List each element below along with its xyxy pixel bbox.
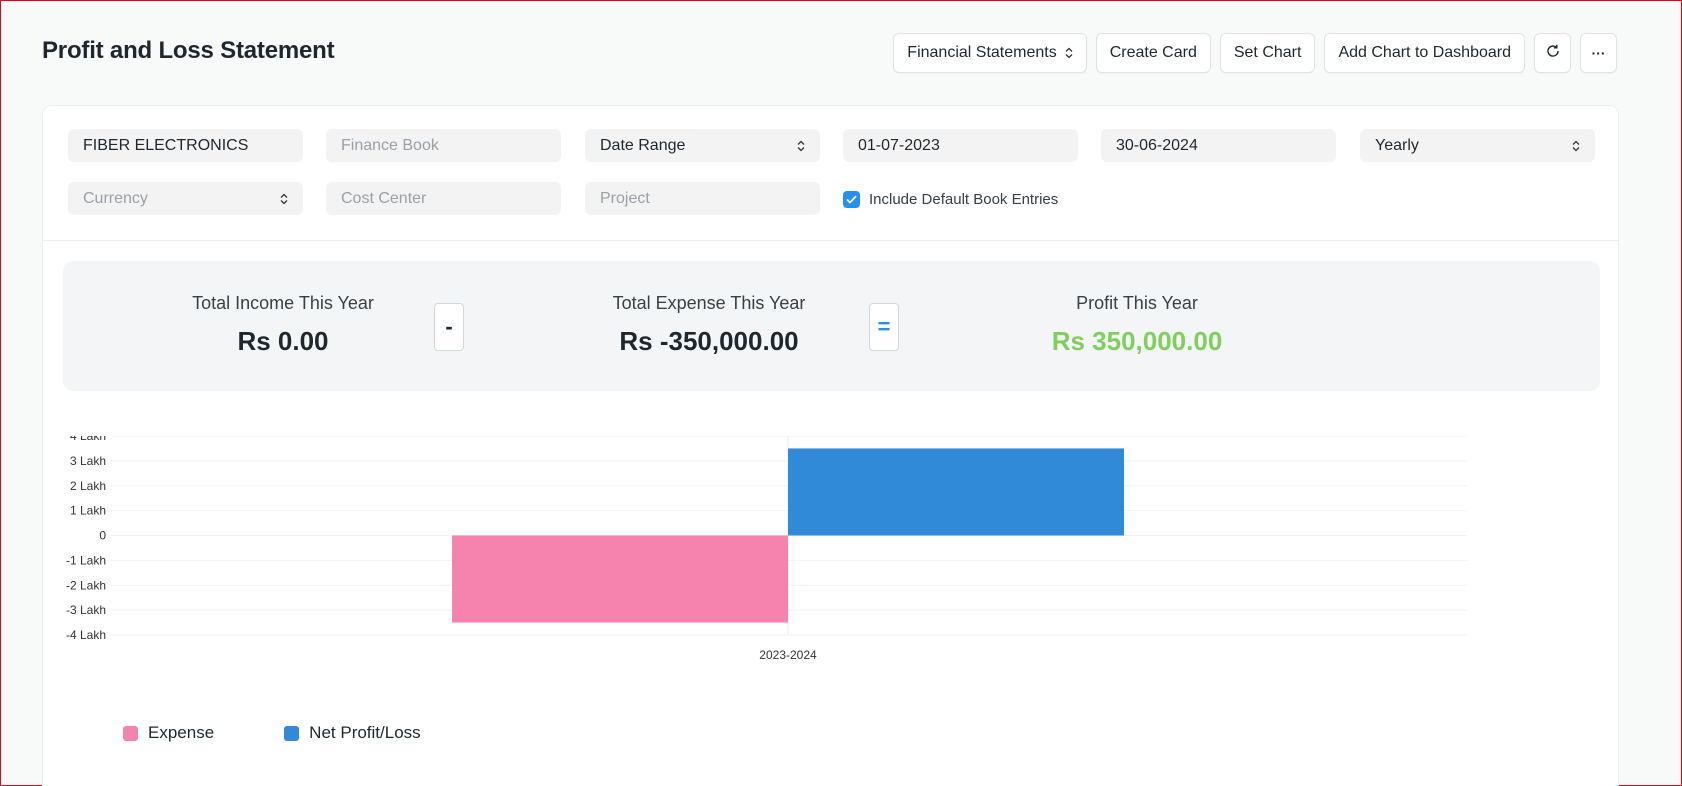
finance-book-placeholder: Finance Book [341,136,439,154]
to-date-field[interactable]: 30-06-2024 [1101,129,1336,162]
legend-item-expense: Expense [123,723,214,743]
y-tick-label: -3 Lakh [66,603,106,617]
income-value: Rs 0.00 [237,326,329,356]
include-default-book-entries: Include Default Book Entries [843,191,1058,208]
periodicity-value: Yearly [1375,136,1419,154]
minus-operator: - [434,303,464,351]
profit-value: Rs 350,000.00 [1051,326,1223,356]
currency-placeholder: Currency [83,189,148,207]
checkmark-icon [846,195,857,204]
chevron-updown-icon [1572,140,1580,152]
legend-swatch-expense [123,725,138,741]
x-tick-label: 2023-2024 [759,648,817,662]
include-default-book-entries-checkbox[interactable] [843,191,860,208]
bar-expense [452,535,788,623]
refresh-button[interactable] [1534,33,1571,73]
legend-label-expense: Expense [148,723,215,742]
income-label: Total Income This Year [192,293,374,313]
y-tick-label: -2 Lakh [66,578,106,592]
company-field[interactable]: FIBER ELECTRONICS [68,129,303,162]
chart-legend: Expense Net Profit/Loss [123,723,421,743]
chevron-updown-icon [1065,47,1073,59]
to-date-value: 30-06-2024 [1116,136,1198,154]
y-tick-label: 2 Lakh [70,479,106,493]
chevron-updown-icon [797,140,805,152]
equals-operator: = [869,303,899,351]
profit-loss-chart: 4 Lakh 3 Lakh 2 Lakh 1 Lakh 0 -1 Lakh -2 Lakh -… [66,436,1467,662]
y-tick-label: -4 Lakh [66,628,106,642]
cost-center-placeholder: Cost Center [341,189,427,207]
profit-label: Profit This Year [1076,293,1198,313]
more-actions-button[interactable]: ··· [1580,33,1617,73]
filter-based-on-select[interactable]: Date Range [585,129,820,162]
periodicity-select[interactable]: Yearly [1360,129,1595,162]
y-tick-label: 3 Lakh [70,454,106,468]
filter-area: FIBER ELECTRONICS Finance Book Date Rang… [43,106,1618,241]
expense-summary: Total Expense This Year Rs -350,000.00 [579,293,839,357]
set-chart-button[interactable]: Set Chart [1219,33,1316,73]
report-card: FIBER ELECTRONICS Finance Book Date Rang… [42,105,1619,786]
more-icon: ··· [1591,45,1606,61]
report-summary: Total Income This Year Rs 0.00 - Total E… [63,261,1600,391]
y-tick-label: 1 Lakh [70,504,106,518]
legend-label-net-profit-loss: Net Profit/Loss [309,723,421,742]
y-tick-label: 4 Lakh [70,436,106,443]
currency-select[interactable]: Currency [68,182,303,215]
expense-value: Rs -350,000.00 [619,326,799,356]
bar-net-profit-loss [788,448,1124,536]
y-tick-label: 0 [99,529,106,543]
legend-item-net-profit-loss: Net Profit/Loss [284,723,421,743]
add-chart-to-dashboard-button[interactable]: Add Chart to Dashboard [1324,33,1525,73]
income-summary: Total Income This Year Rs 0.00 [153,293,413,357]
expense-label: Total Expense This Year [612,293,806,313]
report-selector-label: Financial Statements [907,44,1057,61]
profit-summary: Profit This Year Rs 350,000.00 [1007,293,1267,357]
refresh-icon [1545,43,1561,64]
cost-center-field[interactable]: Cost Center [326,182,561,215]
page-toolbar: Financial Statements Create Card Set Cha… [893,33,1617,73]
project-placeholder: Project [600,189,650,207]
include-default-book-entries-label: Include Default Book Entries [869,191,1059,208]
from-date-value: 01-07-2023 [858,136,940,154]
create-card-button[interactable]: Create Card [1095,33,1211,73]
filter-based-on-value: Date Range [600,136,686,154]
company-value: FIBER ELECTRONICS [83,136,249,154]
chevron-updown-icon [280,193,288,205]
y-tick-label: -1 Lakh [66,553,106,567]
from-date-field[interactable]: 01-07-2023 [843,129,1078,162]
legend-swatch-net-profit-loss [284,725,300,741]
project-field[interactable]: Project [585,182,820,215]
finance-book-field[interactable]: Finance Book [326,129,561,162]
report-selector-button[interactable]: Financial Statements [893,33,1087,73]
page-title: Profit and Loss Statement [42,37,335,64]
